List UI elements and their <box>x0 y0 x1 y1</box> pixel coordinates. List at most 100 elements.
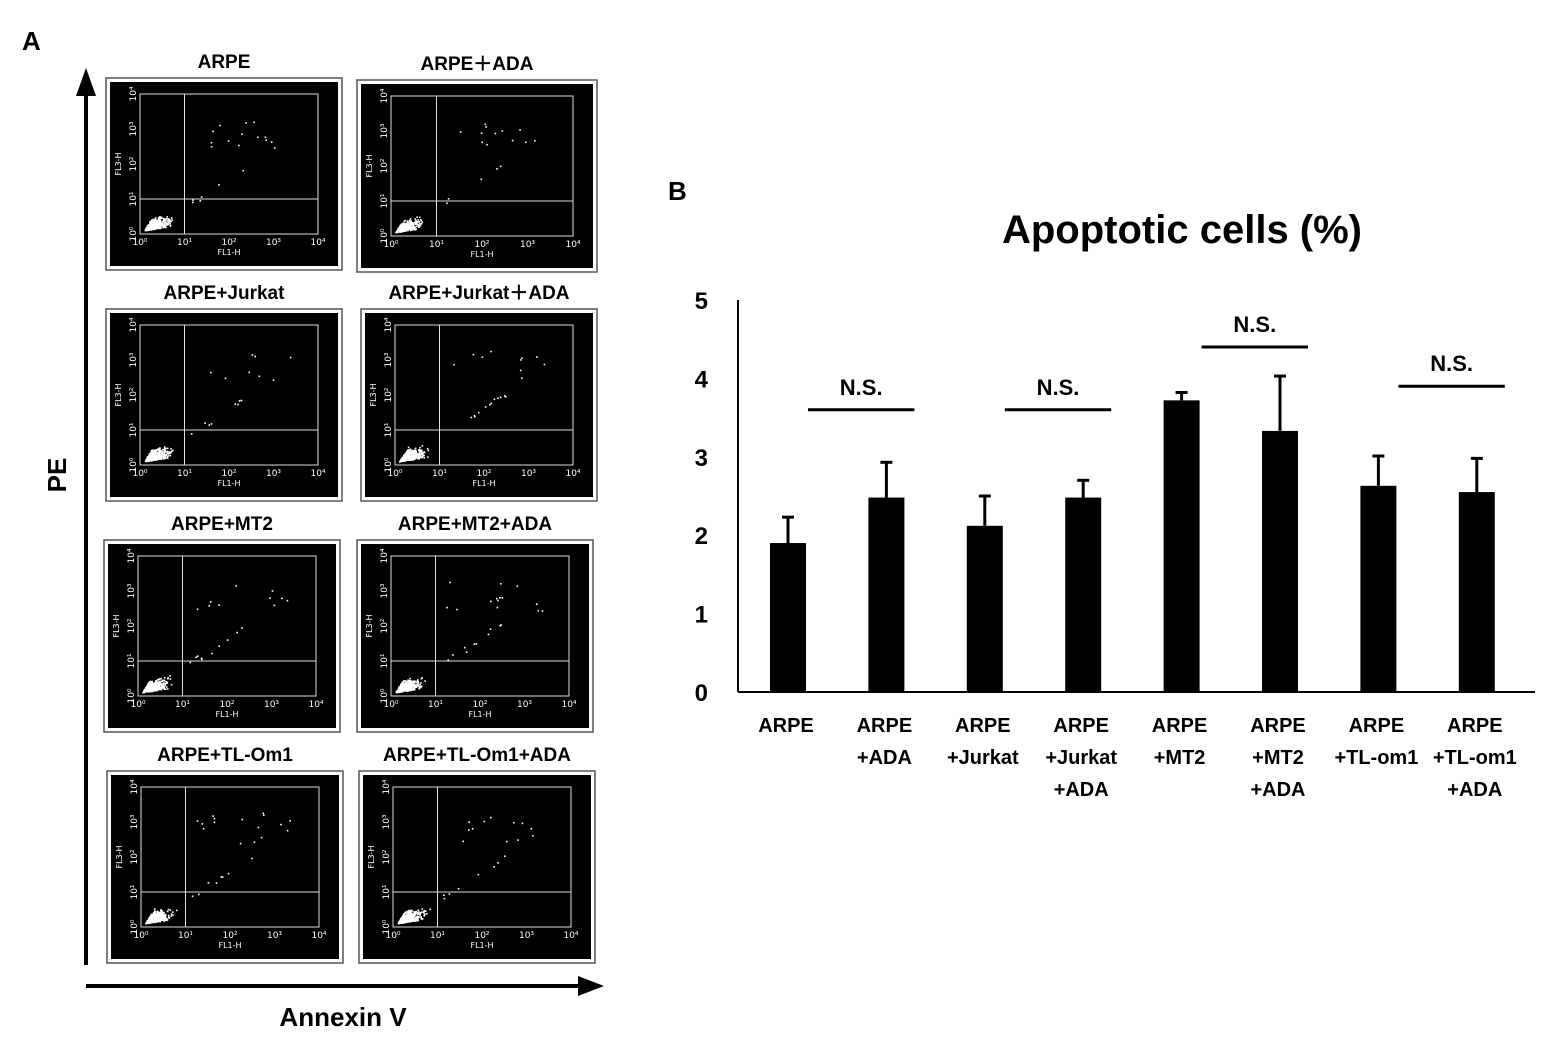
panel-a-letter: A <box>22 26 41 56</box>
x-tick-label: 10³ <box>517 700 532 710</box>
y-tick-label: 10³ <box>382 814 392 829</box>
y-channel-label: FL3-H <box>367 845 376 868</box>
flow-plot-background <box>365 313 593 497</box>
significance-label: N.S. <box>1233 312 1276 337</box>
x-tick-label: 10³ <box>267 931 282 941</box>
x-tick-label: 10² <box>221 238 236 248</box>
flow-plot-background <box>363 775 591 959</box>
x-tick-label: 10³ <box>519 931 534 941</box>
flow-plot-area <box>140 786 320 928</box>
y-tick-label: 3 <box>695 445 708 472</box>
x-tick-label: 10² <box>222 931 237 941</box>
flow-plot-area <box>139 93 319 235</box>
y-tick-label: 10² <box>130 849 140 864</box>
x-tick-label: 10¹ <box>430 931 445 941</box>
y-tick-label: 10² <box>127 618 137 633</box>
x-tick-label: 10³ <box>266 469 281 479</box>
flow-plot-title: ARPE+Jurkat＋ADA <box>388 283 569 304</box>
y-tick-label: 10⁴ <box>380 88 390 103</box>
y-tick-label: 10⁰ <box>380 688 390 703</box>
x-tick-label: 10⁴ <box>565 469 580 479</box>
flow-plot-area <box>139 324 319 466</box>
flow-plot-background <box>361 544 589 728</box>
x-tick-label: 10¹ <box>175 700 190 710</box>
flow-plot-background <box>111 775 339 959</box>
y-tick-label: 10⁰ <box>384 457 394 472</box>
x-channel-label: FL1-H <box>468 710 491 719</box>
x-tick-label: 10⁰ <box>132 469 147 479</box>
event-dots <box>395 123 536 234</box>
y-tick-label: 10² <box>380 158 390 173</box>
flow-plot-background <box>110 313 338 497</box>
flow-plot-background <box>108 544 336 728</box>
x-tick-label: 10⁴ <box>563 931 578 941</box>
y-tick-label: 10³ <box>127 583 137 598</box>
flow-plot-title: ARPE+MT2+ADA <box>398 514 552 535</box>
bar <box>1262 430 1298 692</box>
y-channel-label: FL3-H <box>369 383 378 406</box>
x-tick-label: 10⁴ <box>308 700 323 710</box>
bar <box>1360 485 1397 692</box>
y-tick-label: 10³ <box>130 814 140 829</box>
y-channel-label: FL3-H <box>114 383 123 406</box>
x-tick-label: ARPE +TL-om1 <box>1334 715 1418 769</box>
y-tick-label: 4 <box>695 366 709 393</box>
x-tick-label: ARPE <box>758 715 814 737</box>
x-tick-label: 10³ <box>521 469 536 479</box>
y-tick-label: 1 <box>695 602 708 629</box>
pe-axis-label: PE <box>42 458 72 493</box>
event-dots <box>145 812 291 925</box>
event-dots <box>142 585 289 694</box>
y-tick-label: 10¹ <box>130 884 140 899</box>
x-tick-label: 10⁴ <box>561 700 576 710</box>
y-tick-label: 10¹ <box>380 653 390 668</box>
y-tick-label: 10¹ <box>127 653 137 668</box>
y-tick-label: 5 <box>695 288 708 315</box>
significance-label: N.S. <box>840 375 883 400</box>
x-tick-label: 10² <box>221 469 236 479</box>
y-tick-label: 10² <box>380 618 390 633</box>
y-tick-label: 10⁴ <box>129 86 139 101</box>
bar <box>770 543 806 692</box>
flow-plot-area <box>394 324 574 466</box>
y-tick-label: 10⁴ <box>380 548 390 563</box>
y-tick-label: 10⁴ <box>130 779 140 794</box>
x-tick-label: 10² <box>474 931 489 941</box>
y-tick-label: 10² <box>129 156 139 171</box>
y-tick-label: 10³ <box>384 352 394 367</box>
y-tick-label: 10³ <box>380 583 390 598</box>
panel-a: A PE Annexin V ARPE10⁰10⁰10¹10¹10²10²10³… <box>22 26 604 1032</box>
x-tick-label: ARPE +Jurkat +ADA <box>1045 715 1117 801</box>
pe-arrowhead-icon <box>76 68 96 96</box>
flow-plot-area <box>137 555 317 697</box>
x-tick-label: ARPE +MT2 <box>1152 715 1208 769</box>
y-tick-label: 10⁰ <box>127 688 137 703</box>
y-tick-label: 10⁴ <box>129 317 139 332</box>
x-channel-label: FL1-H <box>217 248 240 257</box>
event-dots <box>397 816 534 925</box>
flow-plot-background <box>361 84 593 268</box>
y-channel-label: FL3-H <box>115 845 124 868</box>
y-tick-label: 10⁴ <box>382 779 392 794</box>
x-channel-label: FL1-H <box>215 710 238 719</box>
x-tick-label: 10⁰ <box>130 700 145 710</box>
x-tick-label: 10⁴ <box>310 469 325 479</box>
y-tick-label: 10⁴ <box>127 548 137 563</box>
y-channel-label: FL3-H <box>365 614 374 637</box>
y-channel-label: FL3-H <box>365 154 374 177</box>
flow-plot-title: ARPE＋ADA <box>421 54 534 75</box>
y-channel-label: FL3-H <box>112 614 121 637</box>
chart-title: Apoptotic cells (%) <box>1002 208 1362 252</box>
y-tick-label: 10¹ <box>380 193 390 208</box>
significance-label: N.S. <box>1430 351 1473 376</box>
y-tick-label: 2 <box>695 523 708 550</box>
flow-plot-title: ARPE <box>198 52 251 73</box>
y-tick-label: 10¹ <box>129 191 139 206</box>
x-tick-label: 10⁰ <box>133 931 148 941</box>
x-tick-label: 10¹ <box>178 931 193 941</box>
y-channel-label: FL3-H <box>114 152 123 175</box>
